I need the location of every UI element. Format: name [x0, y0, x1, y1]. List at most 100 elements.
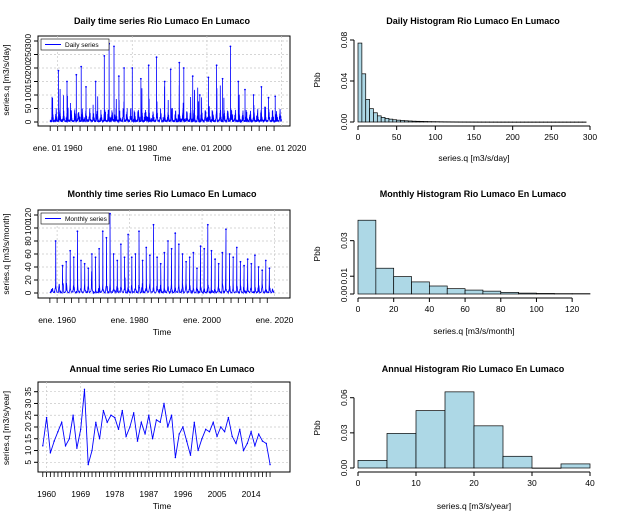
monthly-ts-peak-point: [177, 243, 180, 246]
annual-ts-data-point: [242, 449, 245, 452]
monthly-ts-peak-point: [69, 249, 72, 252]
monthly-ts-peak-point: [152, 223, 155, 226]
annual-ts-data-point: [64, 445, 67, 447]
daily-hist-bar: [384, 118, 390, 123]
daily-ts-ylabel: series.q [m3/s/day]: [1, 44, 11, 115]
daily-hist-bar: [411, 120, 417, 123]
annual-hist-xtick-label: 40: [585, 478, 595, 488]
monthly-ts-peak-point: [141, 259, 144, 262]
monthly-ts-title: Monthly time series Rio Lumaco En Lumaco: [67, 189, 257, 199]
annual-hist-xtick-label: 30: [527, 478, 537, 488]
monthly-ts-peak-point: [232, 256, 235, 259]
daily-ts-xtick-label: ene. 01 2000: [182, 143, 232, 153]
daily-ts-peak-point: [191, 75, 194, 77]
monthly-hist-xtick-label: 80: [496, 304, 506, 314]
daily-ts-xlabel: Time: [153, 153, 172, 163]
annual-ts-xtick-label: 1987: [139, 489, 158, 499]
annual-ts-data-point: [102, 409, 105, 412]
monthly-ts-peak-point: [54, 240, 57, 242]
daily-ts-xtick-label: ene. 01 1980: [107, 143, 157, 153]
monthly-ts-peak-point: [250, 262, 253, 265]
monthly-ts-peak-point: [228, 253, 231, 255]
annual-ts-xtick-label: 1960: [37, 489, 56, 499]
monthly-hist-bar: [357, 219, 377, 295]
annual-ts-data-point: [91, 449, 93, 452]
annual-ts-data-point: [45, 416, 48, 419]
monthly-ts-peak-point: [134, 253, 137, 255]
monthly-ts-legend-text: Monthly series: [65, 216, 108, 223]
monthly-hist-bar: [411, 281, 430, 295]
annual-ts-data-point: [201, 438, 203, 440]
daily-hist-bar: [392, 119, 398, 123]
annual-ts-data-point: [117, 428, 120, 431]
daily-hist-xtick-label: 150: [467, 132, 481, 142]
monthly-ts-peak-point: [261, 269, 264, 272]
annual-ts-data-point: [257, 433, 260, 435]
monthly-ts-peak-point: [109, 212, 111, 215]
monthly-ts-peak-point: [174, 232, 177, 235]
daily-ts-ytick-label: 200: [23, 61, 33, 75]
annual-ts-data-point: [57, 431, 59, 433]
monthly-ts-ytick-label: 60: [23, 249, 33, 259]
monthly-ts-peak-point: [116, 259, 119, 262]
monthly-ts-peak-point: [170, 247, 173, 250]
monthly-ts-ytick-label: 80: [23, 236, 33, 246]
daily-ts-panel: Daily time series Rio Lumaco En Lumaco T…: [1, 16, 307, 163]
annual-ts-data-point: [136, 440, 139, 442]
annual-ts-data-point: [148, 414, 150, 416]
monthly-ts-peak-point: [167, 240, 169, 242]
daily-ts-peak-point: [260, 86, 263, 88]
monthly-ts-peak-point: [156, 256, 159, 259]
monthly-ts-peak-point: [80, 259, 82, 262]
daily-ts-peak-point: [131, 67, 134, 69]
annual-ts-data-point: [114, 416, 116, 419]
monthly-ts-peak-point: [65, 260, 68, 263]
annual-ts-ylabel: series.q [m3/s/year]: [1, 391, 11, 465]
monthly-ts-peak-point: [217, 262, 220, 265]
monthly-hist-title: Monthly Histogram Rio Lumaco En Lumaco: [380, 189, 567, 199]
daily-hist-bar: [388, 118, 394, 123]
monthly-hist-ytick-label: 0.01: [339, 268, 349, 285]
annual-ts-data-point: [159, 421, 161, 423]
annual-ts-data-point: [246, 442, 249, 445]
monthly-ts-ytick-label: 100: [23, 221, 33, 235]
monthly-hist-bar: [393, 276, 412, 295]
daily-ts-peak-point: [117, 75, 120, 77]
daily-hist-bar: [419, 121, 425, 123]
daily-hist-bar: [396, 119, 401, 123]
annual-hist-ylabel: Pbb: [312, 420, 322, 435]
monthly-ts-peak-point: [130, 256, 133, 259]
monthly-hist-ytick-label: 0.00: [339, 285, 349, 302]
monthly-ts-peak-point: [87, 267, 90, 270]
annual-ts-data-point: [83, 388, 86, 391]
daily-hist-title: Daily Histogram Rio Lumaco En Lumaco: [386, 16, 560, 26]
daily-ts-peak-point: [123, 67, 125, 69]
monthly-ts-peak-point: [145, 246, 148, 249]
monthly-hist-xlabel: series.q [m3/s/month]: [433, 326, 514, 336]
annual-hist-title: Annual Histogram Rio Lumaco En Lumaco: [382, 364, 565, 374]
daily-ts-peak-point: [113, 45, 115, 48]
daily-ts-peak-point: [80, 65, 83, 68]
annual-hist-bar: [502, 455, 533, 469]
monthly-ts-peak-point: [148, 254, 151, 257]
monthly-ts-ylabel: series.q [m3/s/month]: [1, 213, 11, 294]
annual-ts-data-point: [155, 419, 158, 421]
monthly-ts-peak-point: [94, 256, 97, 259]
monthly-ts-peak-point: [83, 262, 86, 265]
daily-hist-ytick-label: 0.08: [339, 31, 349, 48]
monthly-ts-peak-point: [268, 267, 271, 270]
monthly-ts-peak-point: [235, 246, 238, 249]
daily-ts-series-line: [49, 43, 282, 124]
annual-ts-data-point: [239, 428, 241, 431]
annual-ts-data-point: [110, 414, 112, 416]
annual-ts-data-point: [182, 426, 184, 428]
annual-ts-data-point: [178, 433, 180, 435]
annual-ts-title: Annual time series Rio Lumaco En Lumaco: [69, 364, 255, 374]
daily-hist-xtick-label: 50: [392, 132, 402, 142]
annual-ts-xtick-label: 2014: [242, 489, 261, 499]
daily-ts-ytick-label: 300: [23, 34, 33, 48]
annual-hist-ytick-label: 0.00: [339, 459, 349, 476]
daily-hist-ytick-label: 0.00: [339, 113, 349, 130]
annual-ts-ytick-label: 10: [23, 446, 33, 456]
